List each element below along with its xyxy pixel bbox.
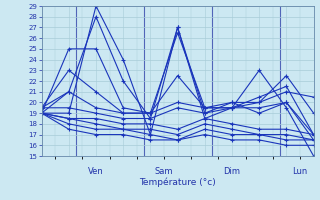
Text: Lun: Lun xyxy=(292,167,308,176)
X-axis label: Température (°c): Température (°c) xyxy=(139,177,216,187)
Text: Sam: Sam xyxy=(155,167,173,176)
Text: Ven: Ven xyxy=(88,167,104,176)
Text: Dim: Dim xyxy=(223,167,241,176)
